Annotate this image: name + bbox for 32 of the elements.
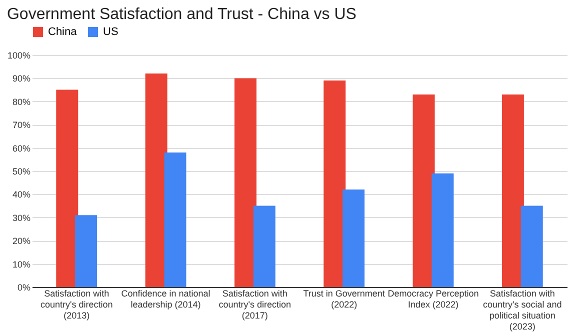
bar <box>432 173 454 287</box>
y-tick-label: 70% <box>12 120 30 130</box>
y-tick-label: 100% <box>7 50 30 60</box>
bar <box>164 152 186 287</box>
legend-label: US <box>103 26 118 38</box>
y-tick-label: 30% <box>12 212 30 223</box>
bar <box>145 74 168 287</box>
bar <box>502 94 524 287</box>
bar <box>253 206 276 287</box>
y-tick-label: 60% <box>12 143 30 154</box>
y-tick-label: 20% <box>12 236 30 246</box>
x-tick-label: Confidence in national leadership (2014) <box>121 288 210 310</box>
y-tick-label: 0% <box>17 282 30 292</box>
y-tick-label: 40% <box>12 190 30 200</box>
legend-label: China <box>48 26 78 38</box>
x-tick-label: Satisfaction with country's direction (2013) <box>40 288 113 320</box>
x-tick-label: Satisfaction with country's social and political situation (2023) <box>483 288 562 332</box>
bar <box>56 90 78 287</box>
x-tick-label: Democracy Perception Index (2022) <box>388 288 479 310</box>
bar <box>412 94 435 287</box>
bar <box>234 78 256 287</box>
bar <box>342 190 365 287</box>
chart-title: Government Satisfaction and Trust - China vs US <box>6 6 356 23</box>
y-tick-label: 80% <box>12 96 30 107</box>
y-tick-label: 50% <box>12 166 30 176</box>
bar <box>75 215 98 287</box>
bar <box>520 206 543 287</box>
y-tick-label: 10% <box>12 259 30 270</box>
bar <box>324 80 346 287</box>
y-tick-label: 90% <box>12 74 30 84</box>
x-tick-label: Trust in Government (2022) <box>303 288 386 310</box>
x-tick-label: Satisfaction with country's direction (2017) <box>218 288 292 320</box>
